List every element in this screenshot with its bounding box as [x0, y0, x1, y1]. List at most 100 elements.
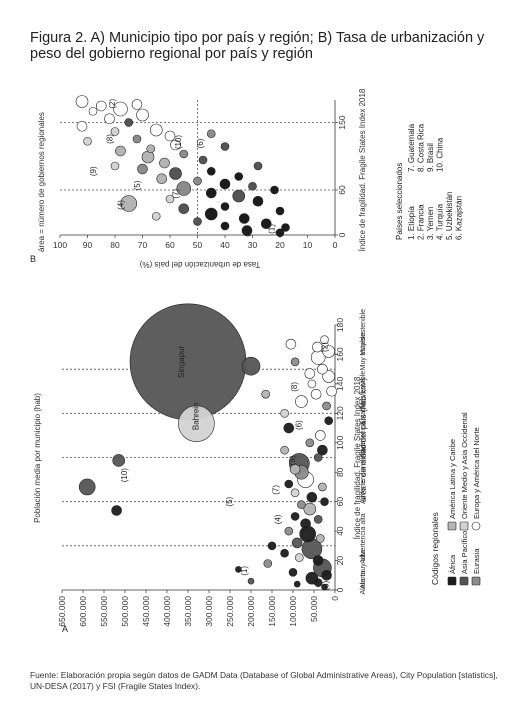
data-point: [164, 130, 176, 142]
data-point: [284, 479, 294, 489]
point-annotation: (5): [133, 180, 142, 190]
data-point: [306, 491, 318, 503]
data-point: [165, 194, 175, 204]
fragility-category-label: Más estable: [360, 371, 367, 409]
data-point: [220, 142, 230, 151]
data-point: [219, 178, 231, 190]
data-point: [104, 113, 115, 125]
data-point: [131, 99, 143, 110]
fragility-category-label: Alerta: [360, 570, 367, 588]
data-point: [310, 388, 322, 400]
size-note: área = densidad del país (hab/km²): [359, 378, 368, 503]
data-point: [290, 512, 300, 521]
legend-swatch: [447, 576, 457, 586]
selected-country: 8. Costa Rica: [417, 123, 426, 172]
data-point: [313, 578, 323, 587]
selected-countries-list: Países seleccionados 1. Etiopía 2. Francia…: [395, 123, 464, 240]
data-point: [247, 577, 255, 585]
data-point: [275, 228, 285, 238]
point-annotation: Bahrein: [192, 402, 201, 430]
selected-countries-title: Países seleccionados: [395, 163, 404, 240]
point-annotation: (6): [294, 420, 303, 430]
tick-label-fragility: 20: [335, 556, 345, 566]
data-point: [321, 583, 328, 591]
data-point: [129, 303, 247, 421]
data-point: [156, 173, 168, 185]
fragility-category-label: +: [360, 339, 367, 343]
point-annotation: (3): [322, 580, 331, 590]
point-annotation: (1): [268, 224, 277, 234]
tick-label-population: 250.000: [225, 596, 235, 627]
data-point: [141, 150, 155, 164]
legend-swatch: [447, 521, 457, 531]
point-annotation: (7): [171, 189, 180, 199]
chart-b: 0 10 20 30 40 50 60 70 80 90 100 0 60 150 (2) (8) (9) (5)…: [30, 88, 367, 269]
data-point: [280, 445, 289, 455]
data-point: [314, 430, 326, 441]
legend-swatch: [471, 521, 481, 531]
panel-label: A: [62, 624, 68, 634]
data-point: [321, 569, 332, 581]
data-point: [176, 181, 192, 196]
tick-label-fragility: 60: [335, 497, 345, 507]
data-point: [146, 144, 156, 154]
data-point: [204, 207, 218, 221]
legend-label: Asia Pacífico: [460, 531, 469, 574]
data-point: [307, 379, 317, 389]
data-point: [232, 189, 246, 203]
data-point: [193, 176, 202, 186]
point-annotation: (5): [225, 496, 234, 506]
tick-label-urbanization: 100: [53, 240, 67, 250]
data-point: [76, 120, 88, 132]
tick-label-urbanization: 0: [333, 240, 338, 250]
tick-label-urbanization: 70: [138, 240, 148, 250]
data-point: [318, 482, 327, 492]
data-point: [291, 537, 303, 549]
point-annotation: (6): [196, 138, 205, 148]
tick-label-population: 350.000: [183, 596, 193, 627]
data-point: [280, 548, 289, 558]
data-point: [263, 559, 273, 568]
data-point: [95, 100, 107, 112]
data-point: [110, 161, 120, 171]
data-point: [111, 505, 122, 516]
tick-label-urbanization: 30: [248, 240, 258, 250]
legend-label: América Latina y Caribe: [448, 439, 457, 519]
tick-label-fragility: 80: [335, 467, 345, 477]
fragility-category-label: Aleta muy alta: [360, 550, 367, 594]
point-annotation: Singapur: [177, 345, 186, 377]
data-point: [241, 356, 261, 376]
data-point: [297, 500, 306, 509]
tick-label-urbanization: 40: [220, 240, 230, 250]
selected-country: 6. Kazajstán: [455, 196, 464, 240]
tick-label-fragility: 60: [337, 185, 347, 195]
chart-a: 0 50.000 100.000 150.000 200.000 250.000 300.0…: [33, 303, 368, 634]
data-point: [281, 223, 290, 232]
legend-swatch: [459, 521, 469, 531]
data-point: [322, 401, 331, 411]
data-point: [295, 395, 308, 408]
data-point: [322, 370, 336, 383]
tick-label-fragility: 120: [335, 406, 345, 420]
data-point: [315, 534, 325, 543]
tick-label-population: 400.000: [162, 596, 172, 627]
legend-title: Códigos regionales: [430, 512, 440, 585]
point-annotation: (10): [120, 468, 129, 483]
data-point: [313, 515, 323, 524]
tick-label-population: 600.000: [78, 596, 88, 627]
legend: Códigos regionales África Asia Pacífico Eur…: [430, 412, 481, 586]
data-point: [78, 478, 96, 496]
data-point: [206, 129, 216, 139]
data-point: [322, 345, 336, 358]
data-point: [198, 155, 208, 165]
data-point: [300, 518, 311, 530]
data-point: [136, 108, 149, 122]
data-point: [248, 181, 257, 191]
axis-title-population: Población media por municipio (hab): [33, 393, 42, 523]
point-annotation: (3): [243, 227, 252, 237]
data-point: [304, 368, 316, 379]
size-note: área = número de gobiernos regionales: [37, 112, 46, 252]
fragility-category-label: +: [360, 379, 367, 383]
point-annotation: (4): [116, 200, 125, 210]
point-annotation: (8): [105, 134, 114, 144]
